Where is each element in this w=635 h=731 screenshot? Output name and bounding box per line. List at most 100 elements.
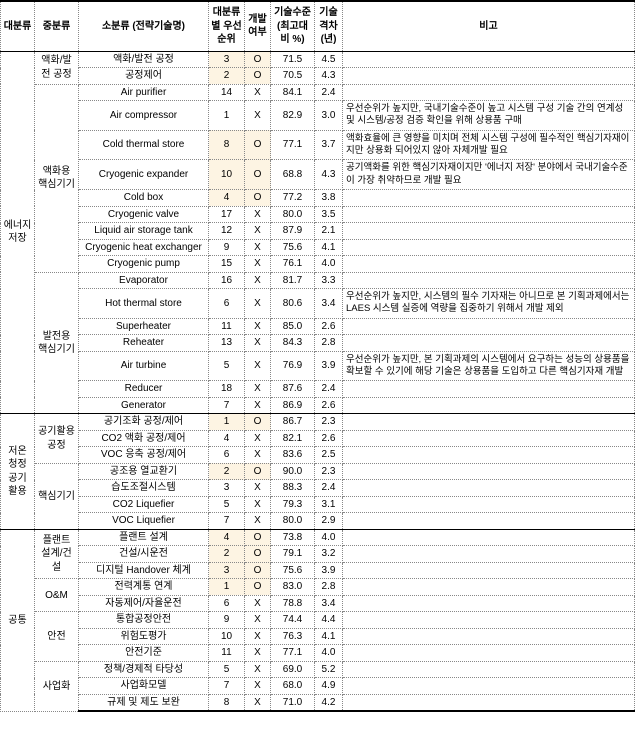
- cell-lvl: 76.1: [271, 256, 315, 273]
- cell-remark: [343, 595, 635, 612]
- cell-gap: 3.9: [315, 562, 343, 579]
- cell-l3: Air purifier: [79, 84, 209, 101]
- cell-l3: CO2 액화 공정/제어: [79, 430, 209, 447]
- cell-pri: 4: [209, 529, 245, 546]
- table-row: O&M전력계통 연계1O83.02.8: [1, 579, 635, 596]
- cell-remark: [343, 397, 635, 414]
- cell-gap: 2.5: [315, 447, 343, 464]
- cell-remark: [343, 223, 635, 240]
- cell-l3: 습도조절시스템: [79, 480, 209, 497]
- cell-pri: 1: [209, 101, 245, 131]
- cell-remark: [343, 84, 635, 101]
- cell-gap: 5.2: [315, 661, 343, 678]
- cell-dev: X: [245, 645, 271, 662]
- cell-pri: 3: [209, 480, 245, 497]
- cell-pri: 17: [209, 206, 245, 223]
- cell-gap: 2.8: [315, 579, 343, 596]
- cell-pri: 11: [209, 645, 245, 662]
- cell-lvl: 68.8: [271, 160, 315, 190]
- cell-remark: [343, 645, 635, 662]
- cell-gap: 2.8: [315, 335, 343, 352]
- cell-pri: 4: [209, 430, 245, 447]
- table-row: VOC 응축 공정/제어6X83.62.5: [1, 447, 635, 464]
- cell-lvl: 85.0: [271, 318, 315, 335]
- cell-l3: CO2 Liquefier: [79, 496, 209, 513]
- cell-remark: [343, 612, 635, 629]
- cell-lvl: 78.8: [271, 595, 315, 612]
- cell-pri: 4: [209, 190, 245, 207]
- tech-table: 대분류 중분류 소분류 (전략기술명) 대분류별 우선 순위 개발 여부 기술수…: [0, 0, 635, 712]
- table-row: 에너지 저장액화/발전 공정액화/발전 공정3O71.54.5: [1, 51, 635, 68]
- cell-l3: 공기조화 공정/제어: [79, 414, 209, 431]
- cell-pri: 8: [209, 130, 245, 160]
- cell-l3: VOC 응축 공정/제어: [79, 447, 209, 464]
- cell-pri: 6: [209, 447, 245, 464]
- cell-l3: Cold thermal store: [79, 130, 209, 160]
- cell-pri: 15: [209, 256, 245, 273]
- table-row: 규제 및 제도 보완8X71.04.2: [1, 694, 635, 711]
- cell-lvl: 86.7: [271, 414, 315, 431]
- cell-remark: [343, 694, 635, 711]
- cell-lvl: 83.6: [271, 447, 315, 464]
- table-row: 공정제어2O70.54.3: [1, 68, 635, 85]
- cell-pri: 10: [209, 628, 245, 645]
- cell-lvl: 88.3: [271, 480, 315, 497]
- cell-dev: X: [245, 256, 271, 273]
- cell-l2: 액화용 핵심기기: [35, 84, 79, 272]
- cell-dev: O: [245, 463, 271, 480]
- cell-remark: [343, 68, 635, 85]
- cell-dev: X: [245, 612, 271, 629]
- cell-l3: Generator: [79, 397, 209, 414]
- cell-l3: Reheater: [79, 335, 209, 352]
- cell-lvl: 76.3: [271, 628, 315, 645]
- hdr-dev: 개발 여부: [245, 1, 271, 51]
- cell-l3: 위험도평가: [79, 628, 209, 645]
- cell-pri: 5: [209, 496, 245, 513]
- cell-remark: [343, 562, 635, 579]
- cell-dev: X: [245, 661, 271, 678]
- cell-lvl: 69.0: [271, 661, 315, 678]
- cell-remark: [343, 190, 635, 207]
- cell-l2: 사업화: [35, 661, 79, 711]
- cell-lvl: 82.1: [271, 430, 315, 447]
- cell-gap: 3.7: [315, 130, 343, 160]
- cell-l2: 안전: [35, 612, 79, 662]
- cell-l3: Cryogenic pump: [79, 256, 209, 273]
- cell-l3: Cryogenic heat exchanger: [79, 239, 209, 256]
- hdr-rem: 비고: [343, 1, 635, 51]
- hdr-lvl: 기술수준 (최고대비 %): [271, 1, 315, 51]
- cell-dev: O: [245, 529, 271, 546]
- cell-pri: 6: [209, 595, 245, 612]
- cell-dev: X: [245, 496, 271, 513]
- cell-pri: 2: [209, 68, 245, 85]
- cell-l3: Air compressor: [79, 101, 209, 131]
- cell-lvl: 77.1: [271, 130, 315, 160]
- cell-dev: X: [245, 430, 271, 447]
- cell-remark: 우선순위가 높지만, 시스템의 필수 기자재는 아니므로 본 기획과제에서는 L…: [343, 289, 635, 319]
- cell-lvl: 86.9: [271, 397, 315, 414]
- cell-l3: Reducer: [79, 381, 209, 398]
- table-row: Reducer18X87.62.4: [1, 381, 635, 398]
- cell-pri: 11: [209, 318, 245, 335]
- cell-lvl: 75.6: [271, 562, 315, 579]
- table-row: Cryogenic pump15X76.14.0: [1, 256, 635, 273]
- cell-lvl: 75.6: [271, 239, 315, 256]
- table-row: 자동제어/자율운전6X78.83.4: [1, 595, 635, 612]
- cell-remark: [343, 447, 635, 464]
- cell-remark: [343, 628, 635, 645]
- cell-gap: 2.4: [315, 84, 343, 101]
- cell-lvl: 71.5: [271, 51, 315, 68]
- cell-remark: [343, 430, 635, 447]
- table-row: 액화용 핵심기기Air purifier14X84.12.4: [1, 84, 635, 101]
- cell-gap: 4.2: [315, 694, 343, 711]
- cell-l2: 발전용 핵심기기: [35, 272, 79, 414]
- cell-gap: 3.4: [315, 289, 343, 319]
- cell-pri: 1: [209, 414, 245, 431]
- cell-lvl: 84.3: [271, 335, 315, 352]
- table-row: Cryogenic expander10O68.84.3공기액화를 위한 핵심기…: [1, 160, 635, 190]
- cell-gap: 4.0: [315, 645, 343, 662]
- cell-lvl: 81.7: [271, 272, 315, 289]
- hdr-gap: 기술 격차 (년): [315, 1, 343, 51]
- cell-l3: Superheater: [79, 318, 209, 335]
- cell-gap: 3.8: [315, 190, 343, 207]
